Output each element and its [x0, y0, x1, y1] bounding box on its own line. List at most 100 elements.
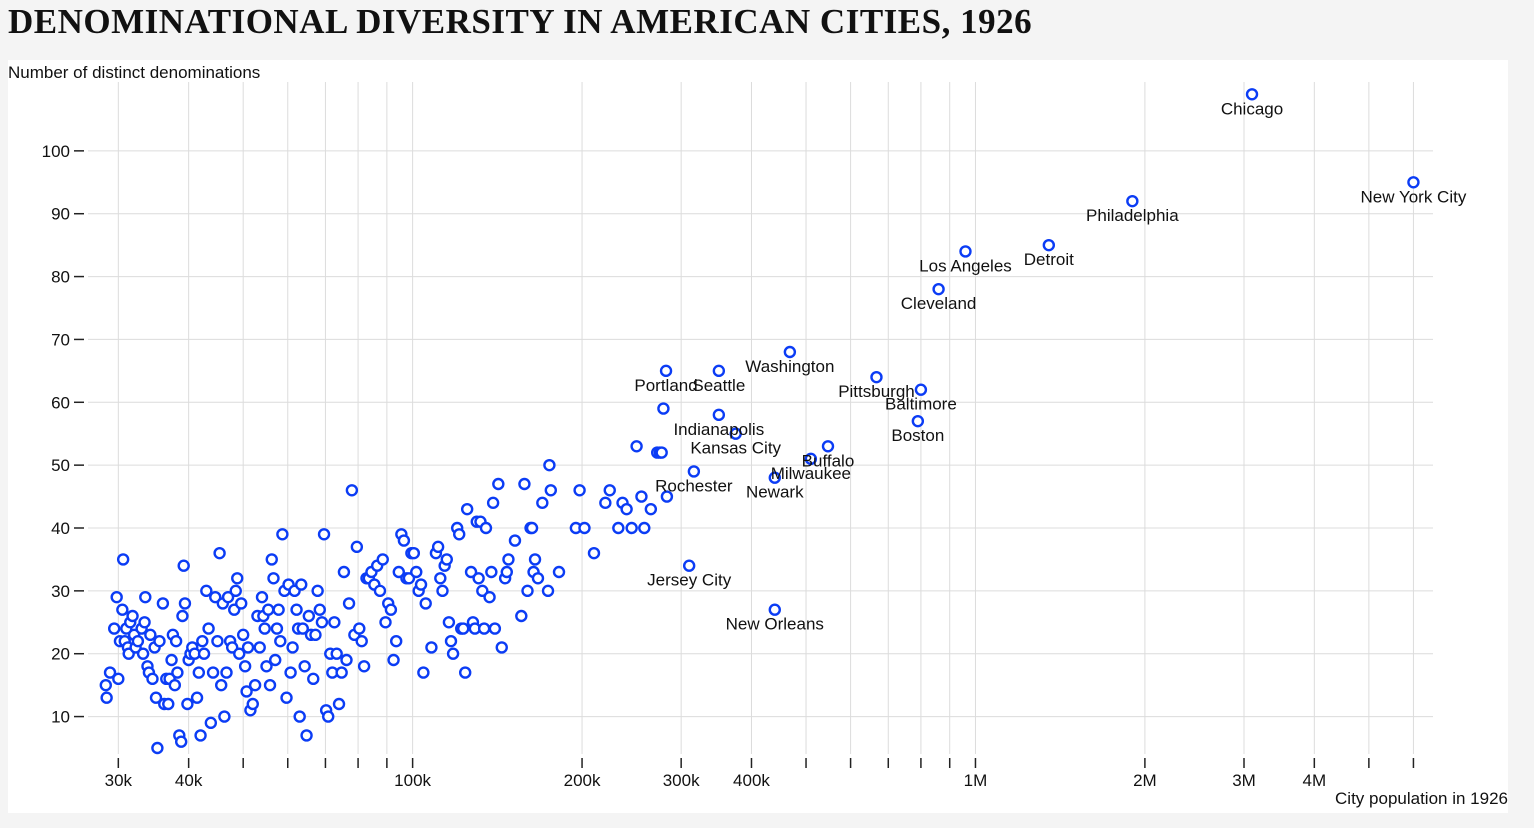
- data-point: [138, 616, 151, 629]
- data-point: [206, 666, 220, 679]
- data-point: [99, 678, 112, 692]
- data-point: [153, 634, 166, 648]
- y-tick-label: 100: [42, 142, 70, 161]
- data-point: [258, 622, 271, 635]
- data-point: [350, 540, 364, 554]
- city-point: [1407, 176, 1420, 189]
- data-point: [440, 553, 453, 566]
- data-point: [103, 666, 117, 679]
- y-tick-label: 90: [51, 205, 70, 224]
- data-point: [110, 590, 123, 604]
- data-point: [233, 647, 246, 660]
- data-point: [660, 490, 674, 503]
- data-points: [99, 88, 1420, 755]
- data-point: [116, 553, 130, 566]
- data-point: [280, 691, 293, 704]
- city-label: Philadelphia: [1086, 206, 1179, 225]
- data-point: [357, 660, 371, 673]
- data-point: [531, 572, 545, 585]
- city-point: [682, 559, 696, 572]
- data-point: [181, 697, 194, 711]
- data-point: [330, 647, 343, 660]
- data-point: [379, 616, 392, 629]
- data-point: [436, 584, 449, 598]
- city-point: [870, 370, 883, 384]
- data-point: [272, 603, 285, 616]
- data-point: [220, 666, 233, 679]
- y-tick-label: 10: [51, 708, 70, 727]
- data-point: [525, 521, 539, 535]
- data-point: [139, 590, 152, 604]
- data-point: [136, 647, 150, 660]
- city-point: [911, 414, 925, 428]
- city-point: [959, 245, 972, 258]
- data-point: [156, 597, 170, 610]
- city-label: Boston: [891, 426, 944, 445]
- city-label: Portland: [634, 376, 697, 395]
- data-point: [298, 660, 311, 673]
- data-point: [202, 622, 215, 635]
- city-point: [914, 383, 928, 396]
- data-point: [116, 603, 129, 616]
- city-label: Baltimore: [885, 395, 957, 414]
- data-point: [276, 528, 289, 541]
- data-point: [543, 458, 556, 472]
- data-point: [197, 647, 211, 660]
- data-point: [384, 603, 398, 616]
- data-point: [190, 691, 204, 704]
- data-point: [488, 622, 502, 635]
- data-point: [146, 672, 159, 686]
- data-point: [241, 641, 255, 654]
- data-point: [638, 521, 651, 535]
- data-point: [355, 634, 368, 648]
- data-point: [464, 565, 478, 579]
- city-point: [821, 440, 835, 453]
- city-point: [932, 282, 945, 296]
- x-axis-label: City population in 1926: [1335, 789, 1508, 808]
- data-point: [528, 553, 542, 566]
- x-tick-label: 1M: [964, 771, 988, 790]
- data-point: [434, 572, 447, 585]
- data-point: [290, 603, 303, 616]
- data-point: [162, 697, 175, 711]
- data-point: [483, 590, 496, 604]
- data-point: [444, 634, 458, 648]
- data-point: [165, 653, 178, 667]
- data-point: [262, 603, 275, 616]
- city-point: [1126, 194, 1139, 208]
- data-point: [293, 710, 306, 723]
- data-point: [248, 678, 262, 692]
- data-point: [246, 697, 259, 711]
- city-point: [729, 427, 742, 440]
- data-point: [518, 477, 531, 491]
- data-point: [459, 666, 472, 679]
- data-point: [265, 553, 278, 566]
- data-point: [578, 521, 591, 535]
- data-point: [300, 729, 313, 742]
- city-point: [687, 465, 701, 478]
- city-label: Los Angeles: [919, 256, 1012, 275]
- data-point: [317, 528, 331, 541]
- data-point: [599, 496, 612, 510]
- data-point: [419, 597, 432, 610]
- data-point: [211, 634, 224, 648]
- data-point: [502, 553, 515, 566]
- data-point: [635, 490, 648, 503]
- data-point: [231, 572, 244, 585]
- data-point: [587, 546, 601, 560]
- city-point: [712, 364, 726, 378]
- city-label: Seattle: [692, 376, 745, 395]
- city-point: [659, 364, 673, 378]
- data-point: [240, 685, 253, 698]
- data-point: [342, 597, 356, 610]
- city-label: Washington: [745, 357, 834, 376]
- data-point: [552, 565, 566, 579]
- city-point: [1042, 238, 1056, 252]
- data-point: [335, 666, 348, 679]
- data-point: [340, 653, 353, 667]
- city-label: Pittsburgh: [838, 382, 915, 401]
- data-point: [500, 565, 513, 579]
- data-point: [307, 672, 320, 686]
- data-point: [376, 553, 389, 566]
- data-point: [274, 634, 287, 648]
